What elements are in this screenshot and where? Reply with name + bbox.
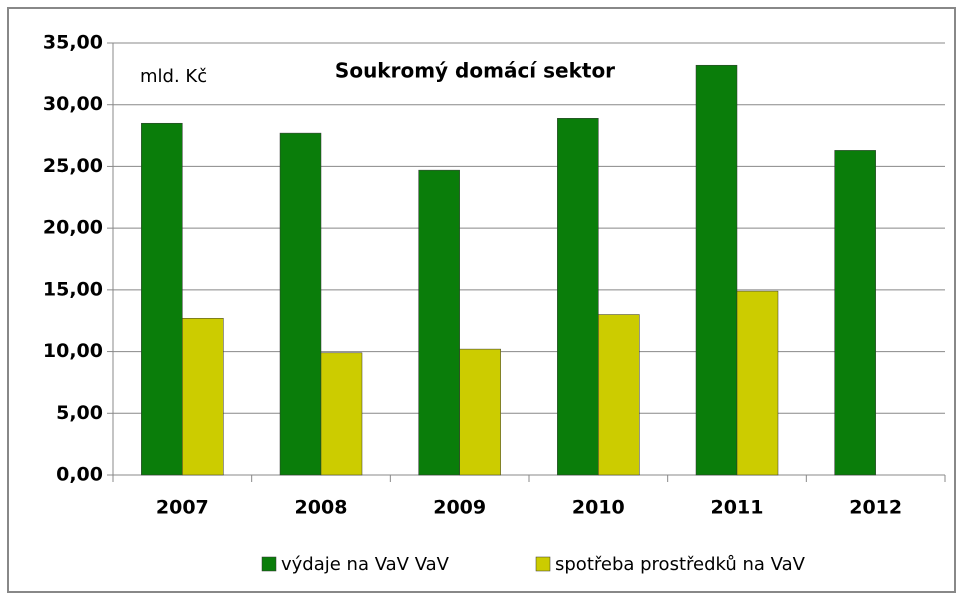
unit-annotation: mld. Kč — [140, 66, 207, 87]
legend-label: výdaje na VaV VaV — [281, 554, 450, 575]
bar — [320, 352, 363, 476]
bar — [557, 118, 599, 476]
x-tick-label: 2012 — [849, 497, 902, 519]
x-tick-label: 2007 — [156, 497, 209, 519]
y-tick-label: 30,00 — [43, 93, 103, 115]
bar — [736, 290, 779, 476]
bar — [141, 122, 183, 476]
y-tick-label: 20,00 — [43, 217, 103, 239]
bar — [418, 169, 460, 476]
bar — [182, 317, 224, 476]
x-tick-label: 2009 — [433, 497, 486, 519]
bar — [834, 150, 876, 476]
y-tick-label: 0,00 — [56, 464, 103, 486]
x-tick-label: 2008 — [295, 497, 348, 519]
bar — [598, 314, 640, 476]
legend-label: spotřeba prostředků na VaV — [555, 554, 806, 575]
chart-title: Soukromý domácí sektor — [335, 59, 615, 83]
y-tick-label: 25,00 — [43, 155, 103, 177]
y-tick-label: 15,00 — [43, 278, 103, 300]
x-tick-label: 2010 — [572, 497, 625, 519]
bar — [695, 64, 738, 476]
y-tick-label: 10,00 — [43, 340, 103, 362]
y-tick-label: 35,00 — [43, 32, 103, 54]
legend-swatch — [535, 556, 551, 572]
legend-swatch — [261, 556, 277, 572]
bar — [459, 348, 501, 476]
x-tick-label: 2011 — [711, 497, 764, 519]
bar — [279, 132, 322, 476]
y-tick-label: 5,00 — [56, 402, 103, 424]
